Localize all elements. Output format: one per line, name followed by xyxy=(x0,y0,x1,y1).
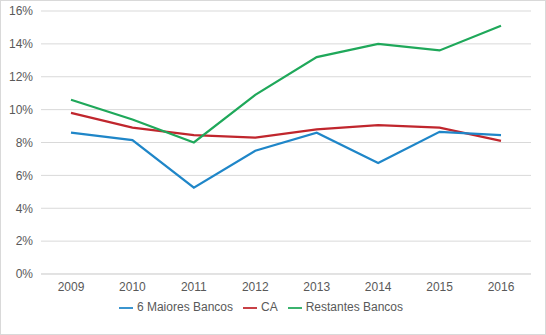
svg-text:14%: 14% xyxy=(9,37,33,51)
svg-text:10%: 10% xyxy=(9,103,33,117)
svg-text:2013: 2013 xyxy=(303,280,330,294)
html-text:CA: CA xyxy=(261,300,278,314)
svg-text:2014: 2014 xyxy=(365,280,392,294)
svg-text:2016: 2016 xyxy=(488,280,515,294)
html-text:6 Maiores Bancos: 6 Maiores Bancos xyxy=(136,300,233,314)
svg-text:2015: 2015 xyxy=(426,280,453,294)
svg-text:2%: 2% xyxy=(16,234,34,248)
svg-text:4%: 4% xyxy=(16,202,34,216)
svg-text:8%: 8% xyxy=(16,136,34,150)
svg-text:2012: 2012 xyxy=(242,280,269,294)
svg-text:16%: 16% xyxy=(9,4,33,18)
svg-text:2011: 2011 xyxy=(181,280,207,294)
svg-text:2010: 2010 xyxy=(119,280,146,294)
svg-text:6%: 6% xyxy=(16,169,34,183)
html-text:Restantes Bancos: Restantes Bancos xyxy=(305,300,403,314)
svg-text:12%: 12% xyxy=(9,70,33,84)
svg-text:2009: 2009 xyxy=(58,280,85,294)
svg-text:0%: 0% xyxy=(16,267,34,281)
